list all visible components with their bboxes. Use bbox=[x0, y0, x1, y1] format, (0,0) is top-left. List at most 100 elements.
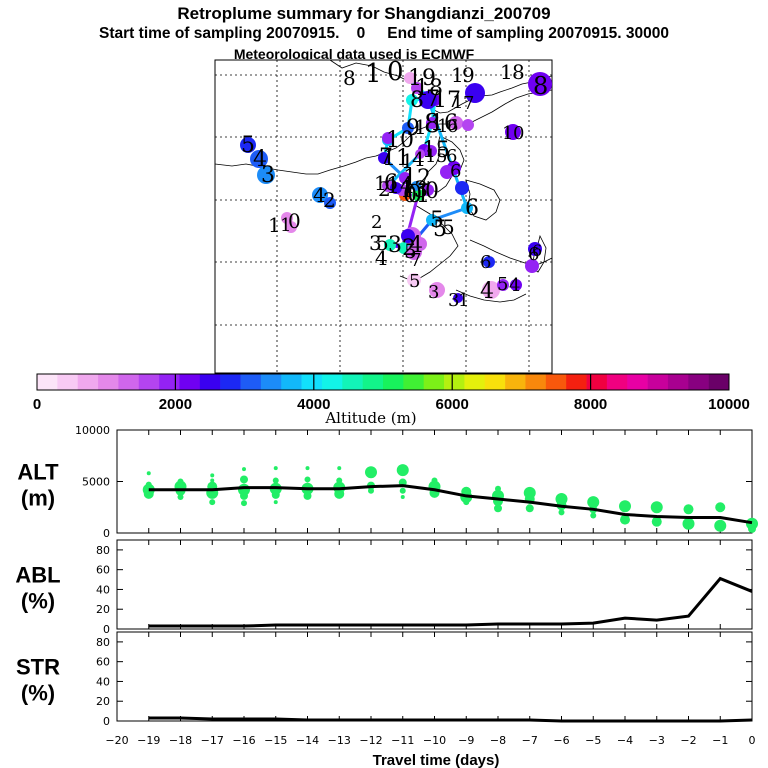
x-tick-label: −15 bbox=[264, 734, 287, 747]
extra-marker bbox=[497, 279, 509, 291]
extra-marker-label: 0 bbox=[387, 57, 404, 87]
extra-marker-label: 5 bbox=[404, 239, 417, 263]
alt-point bbox=[240, 475, 248, 484]
extra-marker-label: 4 bbox=[412, 147, 425, 171]
colorbar-swatch bbox=[179, 374, 201, 390]
map-frame bbox=[214, 59, 553, 374]
alt-point bbox=[209, 499, 216, 506]
alt-point bbox=[368, 487, 374, 494]
abl-ytick-label: 0 bbox=[103, 623, 110, 636]
colorbar-label: Altitude (m) bbox=[324, 409, 416, 427]
extra-marker-label: 2 bbox=[371, 212, 382, 233]
str-ytick-label: 60 bbox=[96, 656, 110, 669]
extra-marker bbox=[525, 259, 539, 273]
extra-marker-label: 4 bbox=[480, 279, 494, 304]
abl-ylabel: ABL bbox=[15, 563, 60, 588]
colorbar-swatch bbox=[667, 374, 689, 390]
extra-marker-label: 1 bbox=[401, 149, 414, 173]
extra-marker-label: 2 bbox=[323, 188, 336, 212]
extra-marker-label: 6 bbox=[528, 244, 539, 265]
abl-frame bbox=[116, 539, 753, 630]
trajectory-marker-5 bbox=[426, 214, 438, 226]
extra-marker-label: 0 bbox=[425, 179, 439, 204]
trajectory-label-10: 10 bbox=[386, 128, 414, 153]
abl-line bbox=[148, 576, 753, 628]
extra-marker-label: 6 bbox=[446, 146, 457, 167]
abl-ytick-label: 60 bbox=[96, 564, 110, 577]
extra-marker-label: 6 bbox=[384, 171, 398, 196]
trajectory-markers bbox=[240, 72, 552, 303]
colorbar-tick-label: 0 bbox=[33, 396, 41, 413]
x-tick-label: −4 bbox=[617, 734, 633, 747]
extra-marker-label: 4 bbox=[375, 246, 388, 270]
colorbar-swatch bbox=[383, 374, 404, 390]
extra-marker bbox=[390, 182, 402, 194]
extra-marker-label: 7 bbox=[463, 93, 474, 114]
extra-marker bbox=[312, 187, 328, 203]
extra-marker bbox=[462, 119, 474, 131]
colorbar-swatch bbox=[525, 374, 547, 390]
extra-marker-label: 1 bbox=[500, 60, 513, 84]
trajectory-label-18: 18 bbox=[415, 76, 443, 101]
extra-marker bbox=[281, 212, 293, 224]
colorbar-swatch bbox=[688, 374, 709, 390]
extra-marker-label: 2 bbox=[378, 177, 391, 201]
colorbar-swatch bbox=[118, 374, 140, 390]
extra-marker-label: 1 bbox=[268, 213, 281, 237]
extra-marker-label: 4 bbox=[509, 275, 520, 296]
colorbar-swatch bbox=[484, 374, 506, 390]
extra-marker-label: 1 bbox=[425, 146, 436, 167]
alt-point bbox=[337, 466, 342, 471]
extra-marker-label: 0 bbox=[288, 209, 301, 233]
abl-panel: 0 20 40 60 80 ABL(%) bbox=[15, 539, 753, 636]
colorbar-swatch bbox=[647, 374, 669, 390]
extra-marker bbox=[528, 72, 552, 96]
extra-marker-label: 7 bbox=[410, 250, 421, 271]
extra-marker-label: 1 bbox=[374, 171, 387, 195]
colorbar-swatch bbox=[37, 374, 58, 390]
x-axis-label: Travel time (days) bbox=[373, 752, 500, 768]
colorbar-swatch bbox=[220, 374, 241, 390]
x-tick-label: −11 bbox=[391, 734, 414, 747]
extra-marker bbox=[324, 197, 336, 209]
colorbar-swatch bbox=[199, 374, 221, 390]
extra-marker bbox=[505, 124, 521, 140]
alt-point bbox=[240, 491, 248, 500]
alt-point bbox=[305, 466, 310, 471]
x-tick-label: −14 bbox=[296, 734, 319, 747]
extra-marker-label: 0 bbox=[513, 123, 524, 144]
met-data-note: Meteorological data used is ECMWF bbox=[233, 46, 475, 62]
alt-panel: 0 5000 10000 ALT(m) bbox=[17, 424, 758, 540]
extra-marker-label: 8 bbox=[343, 66, 356, 90]
alt-point bbox=[619, 500, 631, 513]
alt-point bbox=[650, 501, 663, 514]
str-ylabel: STR bbox=[16, 655, 60, 680]
colorbar-swatch bbox=[708, 374, 730, 390]
trajectory-label-14: 14 bbox=[386, 174, 414, 199]
extra-marker-label: 5 bbox=[376, 231, 389, 255]
str-ytick-label: 80 bbox=[96, 636, 110, 649]
alt-point bbox=[146, 471, 151, 476]
x-axis: −20 −19 −18 −17 −16 −15 −14 −13 −12 −11 −10 −9 −8 −7−… bbox=[105, 734, 755, 747]
colorbar-swatch bbox=[138, 374, 160, 390]
x-tick-label: −8 bbox=[490, 734, 506, 747]
extra-marker-label: 5 bbox=[241, 133, 255, 158]
extra-marker bbox=[425, 145, 437, 157]
colorbar-swatch bbox=[566, 374, 587, 390]
colorbar-tick-label: 10000 bbox=[708, 396, 750, 413]
x-tick-label: 0 bbox=[749, 734, 756, 747]
extra-marker-label: 3 bbox=[448, 290, 459, 311]
extra-marker-label: 4 bbox=[253, 147, 267, 172]
colorbar-swatch bbox=[606, 374, 628, 390]
alt-point bbox=[304, 476, 311, 483]
x-tick-label: −1 bbox=[712, 734, 728, 747]
alt-point bbox=[620, 514, 630, 525]
alt-point bbox=[273, 500, 278, 505]
colorbar-swatch bbox=[98, 374, 119, 390]
extra-marker-label: 4 bbox=[313, 183, 326, 207]
extra-marker bbox=[455, 181, 469, 195]
extra-marker-label: 6 bbox=[532, 241, 542, 260]
extra-marker-label: 1 bbox=[452, 92, 463, 113]
